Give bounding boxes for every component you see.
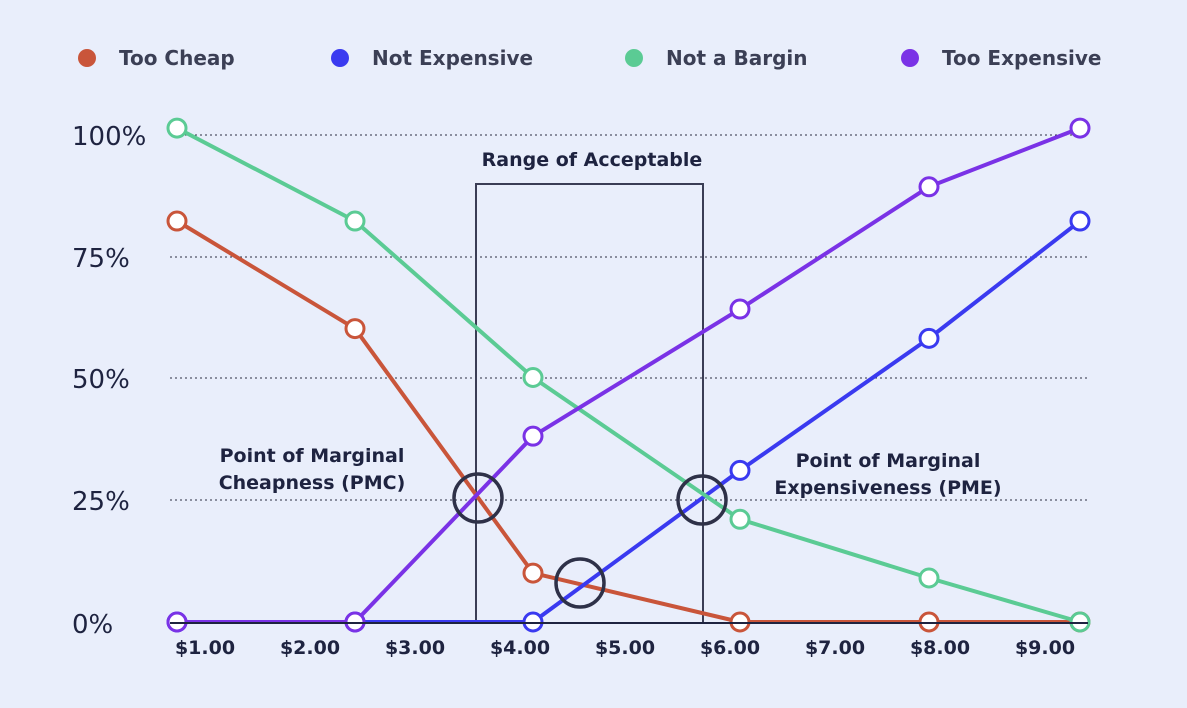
data-point-not-a-bargin [918, 567, 940, 589]
series-group [166, 117, 1091, 633]
y-tick-label: 50% [72, 365, 130, 395]
pme-label-line: Point of Marginal [796, 450, 981, 472]
pme-marker [676, 474, 728, 526]
x-tick-label: $7.00 [805, 637, 865, 659]
range-label: Range of Acceptable [482, 149, 703, 171]
x-axis: $1.00 $2.00 $3.00 $4.00 $5.00 $6.00 $7.00 $8.00… [170, 622, 1088, 659]
series-line-too-cheap [175, 219, 1080, 624]
series-not-expensive [166, 210, 1091, 633]
pmc-marker [452, 472, 504, 524]
intersection-marker [554, 557, 606, 609]
data-point-not-a-bargin [729, 508, 751, 530]
data-point-too-expensive [729, 298, 751, 320]
series-not-a-bargin [166, 117, 1091, 633]
legend-swatch-not-expensive [331, 49, 349, 67]
legend-label-not-expensive: Not Expensive [372, 46, 533, 70]
data-point-not-expensive [729, 459, 751, 481]
data-point-too-cheap [522, 562, 544, 584]
data-point-too-expensive [1069, 117, 1091, 139]
y-axis: 100% 75% 50% 25% 0% [72, 122, 146, 640]
x-tick-label: $1.00 [175, 637, 235, 659]
y-tick-label: 25% [72, 487, 130, 517]
series-line-not-a-bargin [176, 126, 1081, 624]
x-tick-label: $4.00 [490, 637, 550, 659]
data-point-not-expensive [918, 327, 940, 349]
x-tick-label: $3.00 [385, 637, 445, 659]
data-point-not-expensive [1069, 210, 1091, 232]
range-of-acceptable-box: Range of Acceptable [475, 149, 704, 624]
legend-swatch-too-expensive [901, 49, 919, 67]
legend-label-too-cheap: Too Cheap [119, 46, 235, 70]
x-tick-label: $8.00 [910, 637, 970, 659]
x-tick-label: $9.00 [1015, 637, 1075, 659]
pme-label-line: Expensiveness (PME) [774, 477, 1001, 499]
y-tick-label: 100% [72, 122, 146, 152]
series-too-cheap [166, 210, 1091, 633]
data-point-too-expensive [522, 425, 544, 447]
data-point-too-cheap [166, 210, 188, 232]
data-point-too-cheap [344, 318, 366, 340]
legend-swatch-too-cheap [78, 49, 96, 67]
x-tick-label: $2.00 [280, 637, 340, 659]
series-line-not-expensive [177, 219, 1082, 624]
pmc-label-line: Cheapness (PMC) [219, 472, 406, 494]
y-tick-label: 75% [72, 244, 130, 274]
annotations: Point of Marginal Cheapness (PMC) Point of… [219, 445, 1002, 499]
legend: Too Cheap Not Expensive Not a Bargin Too Ex… [78, 46, 1101, 70]
legend-label-too-expensive: Too Expensive [942, 46, 1101, 70]
y-tick-label: 0% [72, 610, 113, 640]
legend-swatch-not-a-bargin [625, 49, 643, 67]
data-point-not-a-bargin [344, 210, 366, 232]
x-tick-label: $5.00 [595, 637, 655, 659]
data-point-too-expensive [918, 176, 940, 198]
legend-label-not-a-bargin: Not a Bargin [666, 46, 807, 70]
x-tick-label: $6.00 [700, 637, 760, 659]
grid [170, 134, 1088, 501]
data-point-not-a-bargin [166, 117, 188, 139]
intersection-markers [452, 472, 728, 609]
data-point-not-a-bargin [522, 367, 544, 388]
pmc-label-line: Point of Marginal [220, 445, 405, 467]
series-line-too-expensive [177, 126, 1081, 624]
